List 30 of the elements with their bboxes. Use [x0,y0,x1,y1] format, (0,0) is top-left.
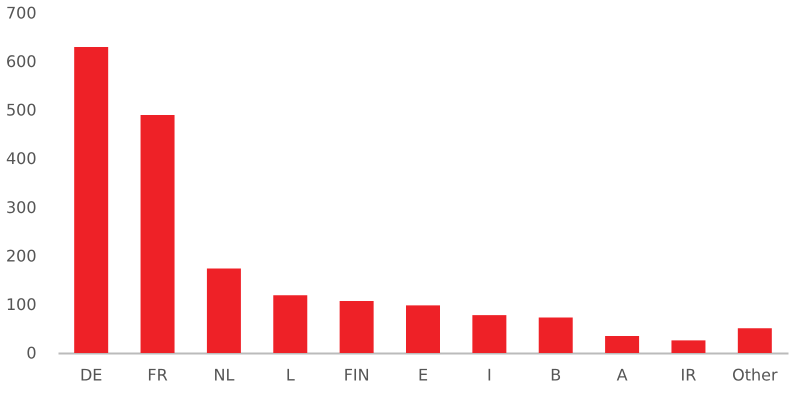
x-tick-label: DE [80,366,102,384]
y-tick-label: 400 [6,149,36,168]
bar [538,318,573,353]
bar [671,340,706,353]
x-tick-label: Other [732,366,778,384]
y-tick-label: 700 [6,4,36,22]
bar [605,336,640,353]
bar [273,295,308,353]
x-tick-label: IR [680,366,696,384]
x-tick-label: L [286,366,295,384]
y-tick-label: 100 [6,294,36,314]
x-tick-label: NL [213,366,234,384]
y-tick-label: 500 [6,100,36,120]
bar [472,315,506,353]
x-tick-label: FIN [344,366,370,384]
bar [406,305,440,353]
y-tick-label: 200 [6,246,36,266]
x-tick-label: E [418,366,428,384]
y-tick-label: 0 [26,344,36,362]
x-tick-label: I [487,366,492,384]
bar [340,301,374,353]
bar [738,328,772,353]
x-tick-label: FR [147,366,168,384]
bar [74,47,108,353]
x-tick-label: A [616,366,628,384]
bar [206,268,241,353]
bar [140,115,175,353]
x-tick-label: B [550,366,562,384]
y-tick-label: 300 [6,198,36,217]
y-tick-label: 600 [6,52,36,72]
